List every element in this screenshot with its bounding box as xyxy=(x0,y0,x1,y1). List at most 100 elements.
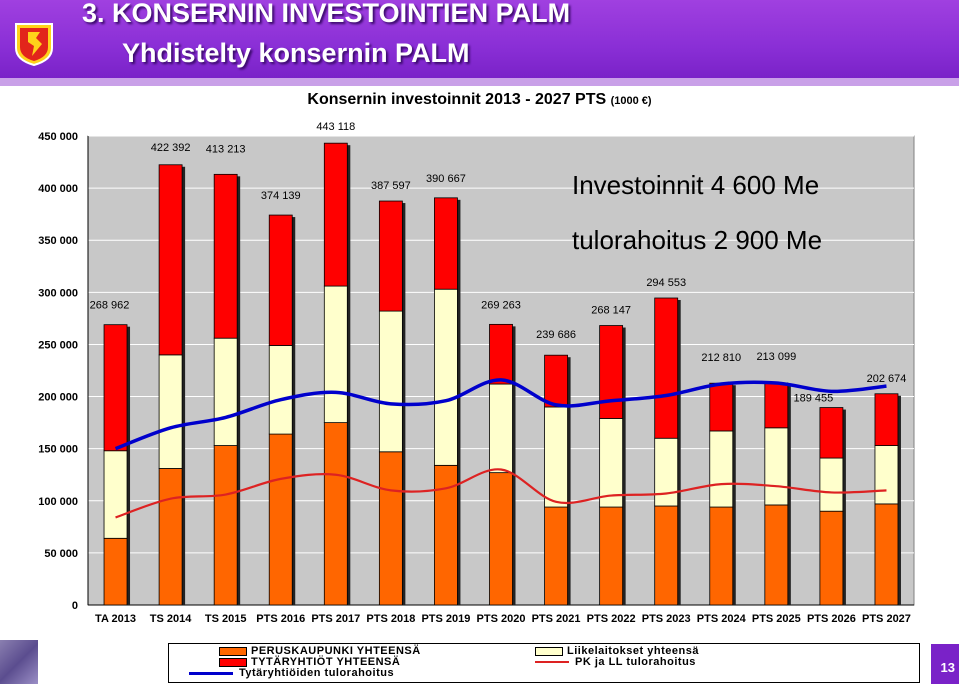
bar-tytaryhtiot xyxy=(378,200,403,312)
y-tick-label: 0 xyxy=(72,600,78,612)
y-tick-label: 50 000 xyxy=(44,548,78,560)
x-tick-label: PTS 2027 xyxy=(862,613,911,625)
legend-swatch xyxy=(219,646,247,656)
x-tick-label: PTS 2021 xyxy=(532,613,581,625)
bar-peruskaupunki xyxy=(599,506,624,606)
bar-peruskaupunki xyxy=(213,445,238,606)
bar-peruskaupunki xyxy=(489,472,513,606)
y-tick-label: 400 000 xyxy=(38,183,78,195)
bar-liikelaitokset xyxy=(764,427,789,506)
bar-tytaryhtiot xyxy=(268,214,293,346)
legend-item-tytaryhtioiden-tulorahoitus: Tytäryhtiöiden tulorahoitus xyxy=(189,667,394,679)
page-number-tab xyxy=(931,644,959,684)
bar-peruskaupunki xyxy=(323,422,348,606)
data-label: 387 597 xyxy=(371,180,411,192)
bar-liikelaitokset xyxy=(268,345,293,435)
x-tick-label: PTS 2024 xyxy=(697,613,747,625)
chart-legend: PERUSKAUPUNKI YHTEENSÄ Liikelaitokset yh… xyxy=(168,643,920,683)
bar-peruskaupunki xyxy=(378,451,403,606)
bar-liikelaitokset xyxy=(434,288,458,466)
bar-tytaryhtiot xyxy=(544,354,568,408)
bar-peruskaupunki xyxy=(544,506,568,606)
bar-tytaryhtiot xyxy=(654,297,679,439)
header-underline xyxy=(0,78,959,86)
legend-line xyxy=(535,661,569,663)
x-tick-label: TS 2015 xyxy=(205,613,247,625)
annotation-tulorahoitus: tulorahoitus 2 900 Me xyxy=(572,225,822,255)
bar-tytaryhtiot xyxy=(819,407,844,459)
bar-liikelaitokset xyxy=(819,457,844,512)
x-tick-label: PTS 2026 xyxy=(807,613,856,625)
city-crest-logo xyxy=(15,23,53,66)
data-label: 239 686 xyxy=(536,329,576,341)
legend-item-tytaryhtiot: TYTÄRYHTIÖT YHTEENSÄ xyxy=(219,656,400,668)
page-number: 13 xyxy=(940,660,955,675)
legend-label: PK ja LL tulorahoitus xyxy=(575,656,696,668)
bar-tytaryhtiot xyxy=(323,142,348,287)
legend-item-pk-ll: PK ja LL tulorahoitus xyxy=(535,656,696,668)
bar-tytaryhtiot xyxy=(599,325,624,419)
bar-liikelaitokset xyxy=(654,437,679,507)
data-label: 413 213 xyxy=(206,143,246,155)
x-tick-label: PTS 2019 xyxy=(421,613,470,625)
bar-tytaryhtiot xyxy=(709,382,734,432)
x-tick-label: PTS 2025 xyxy=(752,613,801,625)
legend-label: Tytäryhtiöiden tulorahoitus xyxy=(239,667,395,679)
annotation-investoinnit: Investoinnit 4 600 Me xyxy=(572,170,819,200)
line-pk-ll-tulorahoitus xyxy=(115,468,887,519)
data-label: 294 553 xyxy=(646,277,686,289)
y-tick-label: 350 000 xyxy=(38,235,78,247)
y-tick-label: 300 000 xyxy=(38,287,78,299)
data-label: 213 099 xyxy=(756,351,796,363)
bar-liikelaitokset xyxy=(489,383,513,474)
bar-liikelaitokset xyxy=(874,445,899,505)
data-label: 390 667 xyxy=(426,173,466,185)
decorative-corner xyxy=(0,640,38,684)
x-tick-label: TA 2013 xyxy=(95,613,136,625)
bar-liikelaitokset xyxy=(323,285,348,424)
bar-tytaryhtiot xyxy=(434,197,458,290)
bar-liikelaitokset xyxy=(599,418,624,508)
bar-tytaryhtiot xyxy=(764,382,789,429)
data-label: 422 392 xyxy=(151,142,191,154)
legend-swatch xyxy=(535,646,563,656)
bar-tytaryhtiot xyxy=(213,173,238,339)
bar-tytaryhtiot xyxy=(874,393,899,446)
y-tick-label: 100 000 xyxy=(38,496,78,508)
data-label: 269 263 xyxy=(481,299,521,311)
x-tick-label: PTS 2023 xyxy=(642,613,691,625)
chart-title-text: Konsernin investoinnit 2013 - 2027 PTS xyxy=(307,91,607,108)
line-tytaryhtioiden-tulorahoitus xyxy=(114,378,887,451)
legend-label: PERUSKAUPUNKI YHTEENSÄ xyxy=(251,645,421,657)
y-tick-label: 250 000 xyxy=(38,339,78,351)
y-tick-label: 150 000 xyxy=(38,444,78,456)
slide-title: 3. KONSERNIN INVESTOINTIEN PALM xyxy=(82,0,571,28)
y-tick-label: 200 000 xyxy=(38,392,78,404)
legend-label: TYTÄRYHTIÖT YHTEENSÄ xyxy=(251,656,401,668)
bar-tytaryhtiot xyxy=(158,164,183,356)
chart-title: Konsernin investoinnit 2013 - 2027 PTS (… xyxy=(0,91,959,109)
legend-item-peruskaupunki: PERUSKAUPUNKI YHTEENSÄ xyxy=(219,645,421,657)
x-tick-label: PTS 2017 xyxy=(311,613,360,625)
data-label: 374 139 xyxy=(261,190,301,202)
data-label: 202 674 xyxy=(867,373,907,385)
legend-line xyxy=(189,671,233,675)
legend-item-liikelaitokset: Liikelaitokset yhteensä xyxy=(535,645,699,657)
bar-peruskaupunki xyxy=(764,504,789,606)
bar-liikelaitokset xyxy=(544,406,568,508)
bar-tytaryhtiot xyxy=(103,324,128,452)
bar-peruskaupunki xyxy=(874,503,899,606)
data-label: 268 147 xyxy=(591,305,631,317)
x-tick-label: TS 2014 xyxy=(150,613,192,625)
bar-peruskaupunki xyxy=(654,505,679,606)
bar-liikelaitokset xyxy=(158,354,183,469)
x-tick-label: PTS 2016 xyxy=(256,613,305,625)
bar-liikelaitokset xyxy=(378,310,403,453)
bar-peruskaupunki xyxy=(158,468,183,606)
data-label: 189 455 xyxy=(794,393,834,405)
header-band xyxy=(0,0,959,78)
bar-peruskaupunki xyxy=(268,433,293,606)
y-tick-label: 450 000 xyxy=(38,131,78,143)
slide-subtitle: Yhdistelty konsernin PALM xyxy=(122,38,470,68)
